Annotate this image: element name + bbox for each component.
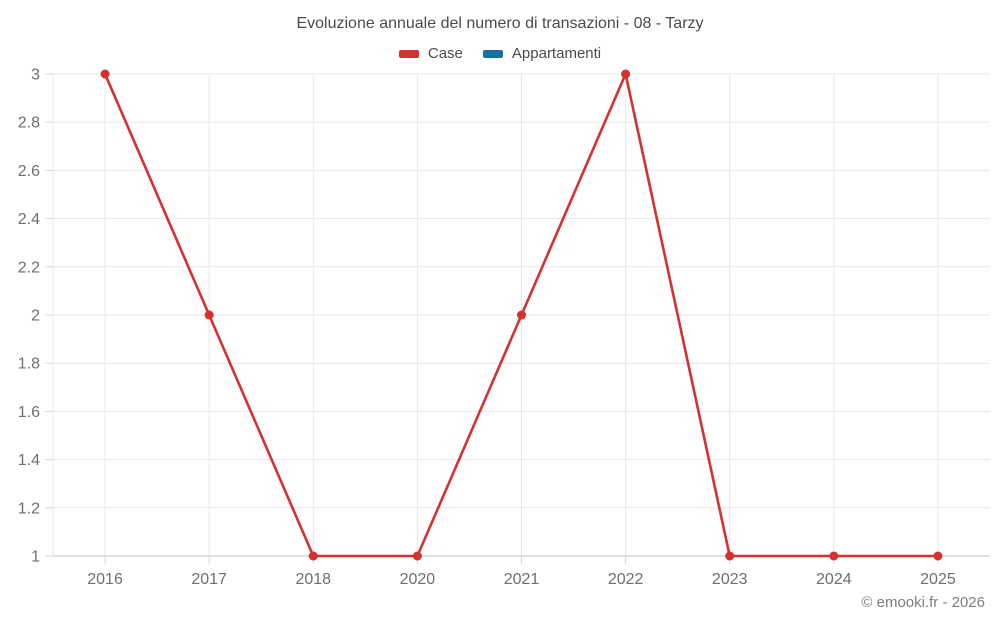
data-point-case	[933, 551, 943, 561]
y-axis-label: 2.4	[18, 211, 40, 228]
copyright-text: © emooki.fr - 2026	[861, 594, 985, 611]
y-axis-label: 1.4	[18, 452, 40, 469]
x-axis-label: 2022	[608, 571, 644, 588]
x-axis-label: 2020	[400, 571, 436, 588]
x-axis-label: 2018	[295, 571, 331, 588]
x-axis-label: 2016	[87, 571, 123, 588]
y-axis-label: 2.2	[18, 259, 40, 276]
data-point-case	[725, 551, 735, 561]
x-axis-label: 2017	[191, 571, 227, 588]
x-axis-label: 2025	[920, 571, 956, 588]
legend: Case Appartamenti	[0, 45, 1000, 62]
data-point-case	[621, 69, 631, 79]
x-axis-label: 2023	[712, 571, 748, 588]
data-point-case	[100, 69, 110, 79]
y-axis-label: 2.8	[18, 115, 40, 132]
legend-item-case[interactable]: Case	[398, 45, 463, 62]
data-point-case	[204, 310, 214, 320]
data-point-case	[517, 310, 526, 320]
legend-item-appartamenti[interactable]: Appartamenti	[482, 45, 602, 62]
legend-swatch-appartamenti-icon	[482, 49, 503, 58]
y-axis-label: 1.2	[18, 500, 40, 517]
y-axis-label: 1.6	[18, 404, 40, 421]
legend-label-appartamenti: Appartamenti	[511, 45, 602, 62]
legend-label-case: Case	[427, 45, 463, 62]
x-axis-label: 2024	[816, 571, 852, 588]
y-axis-label: 2.6	[18, 163, 40, 180]
y-axis-label: 1	[31, 549, 40, 566]
y-axis-label: 1.8	[18, 356, 40, 373]
chart-title: Evoluzione annuale del numero di transaz…	[296, 15, 704, 32]
y-axis-label: 2	[31, 308, 40, 325]
y-axis-label: 3	[31, 67, 40, 84]
x-axis-label: 2021	[504, 571, 540, 588]
data-point-case	[308, 551, 318, 561]
data-point-case	[412, 551, 422, 561]
data-point-case	[829, 551, 839, 561]
legend-swatch-case-icon	[398, 49, 419, 58]
